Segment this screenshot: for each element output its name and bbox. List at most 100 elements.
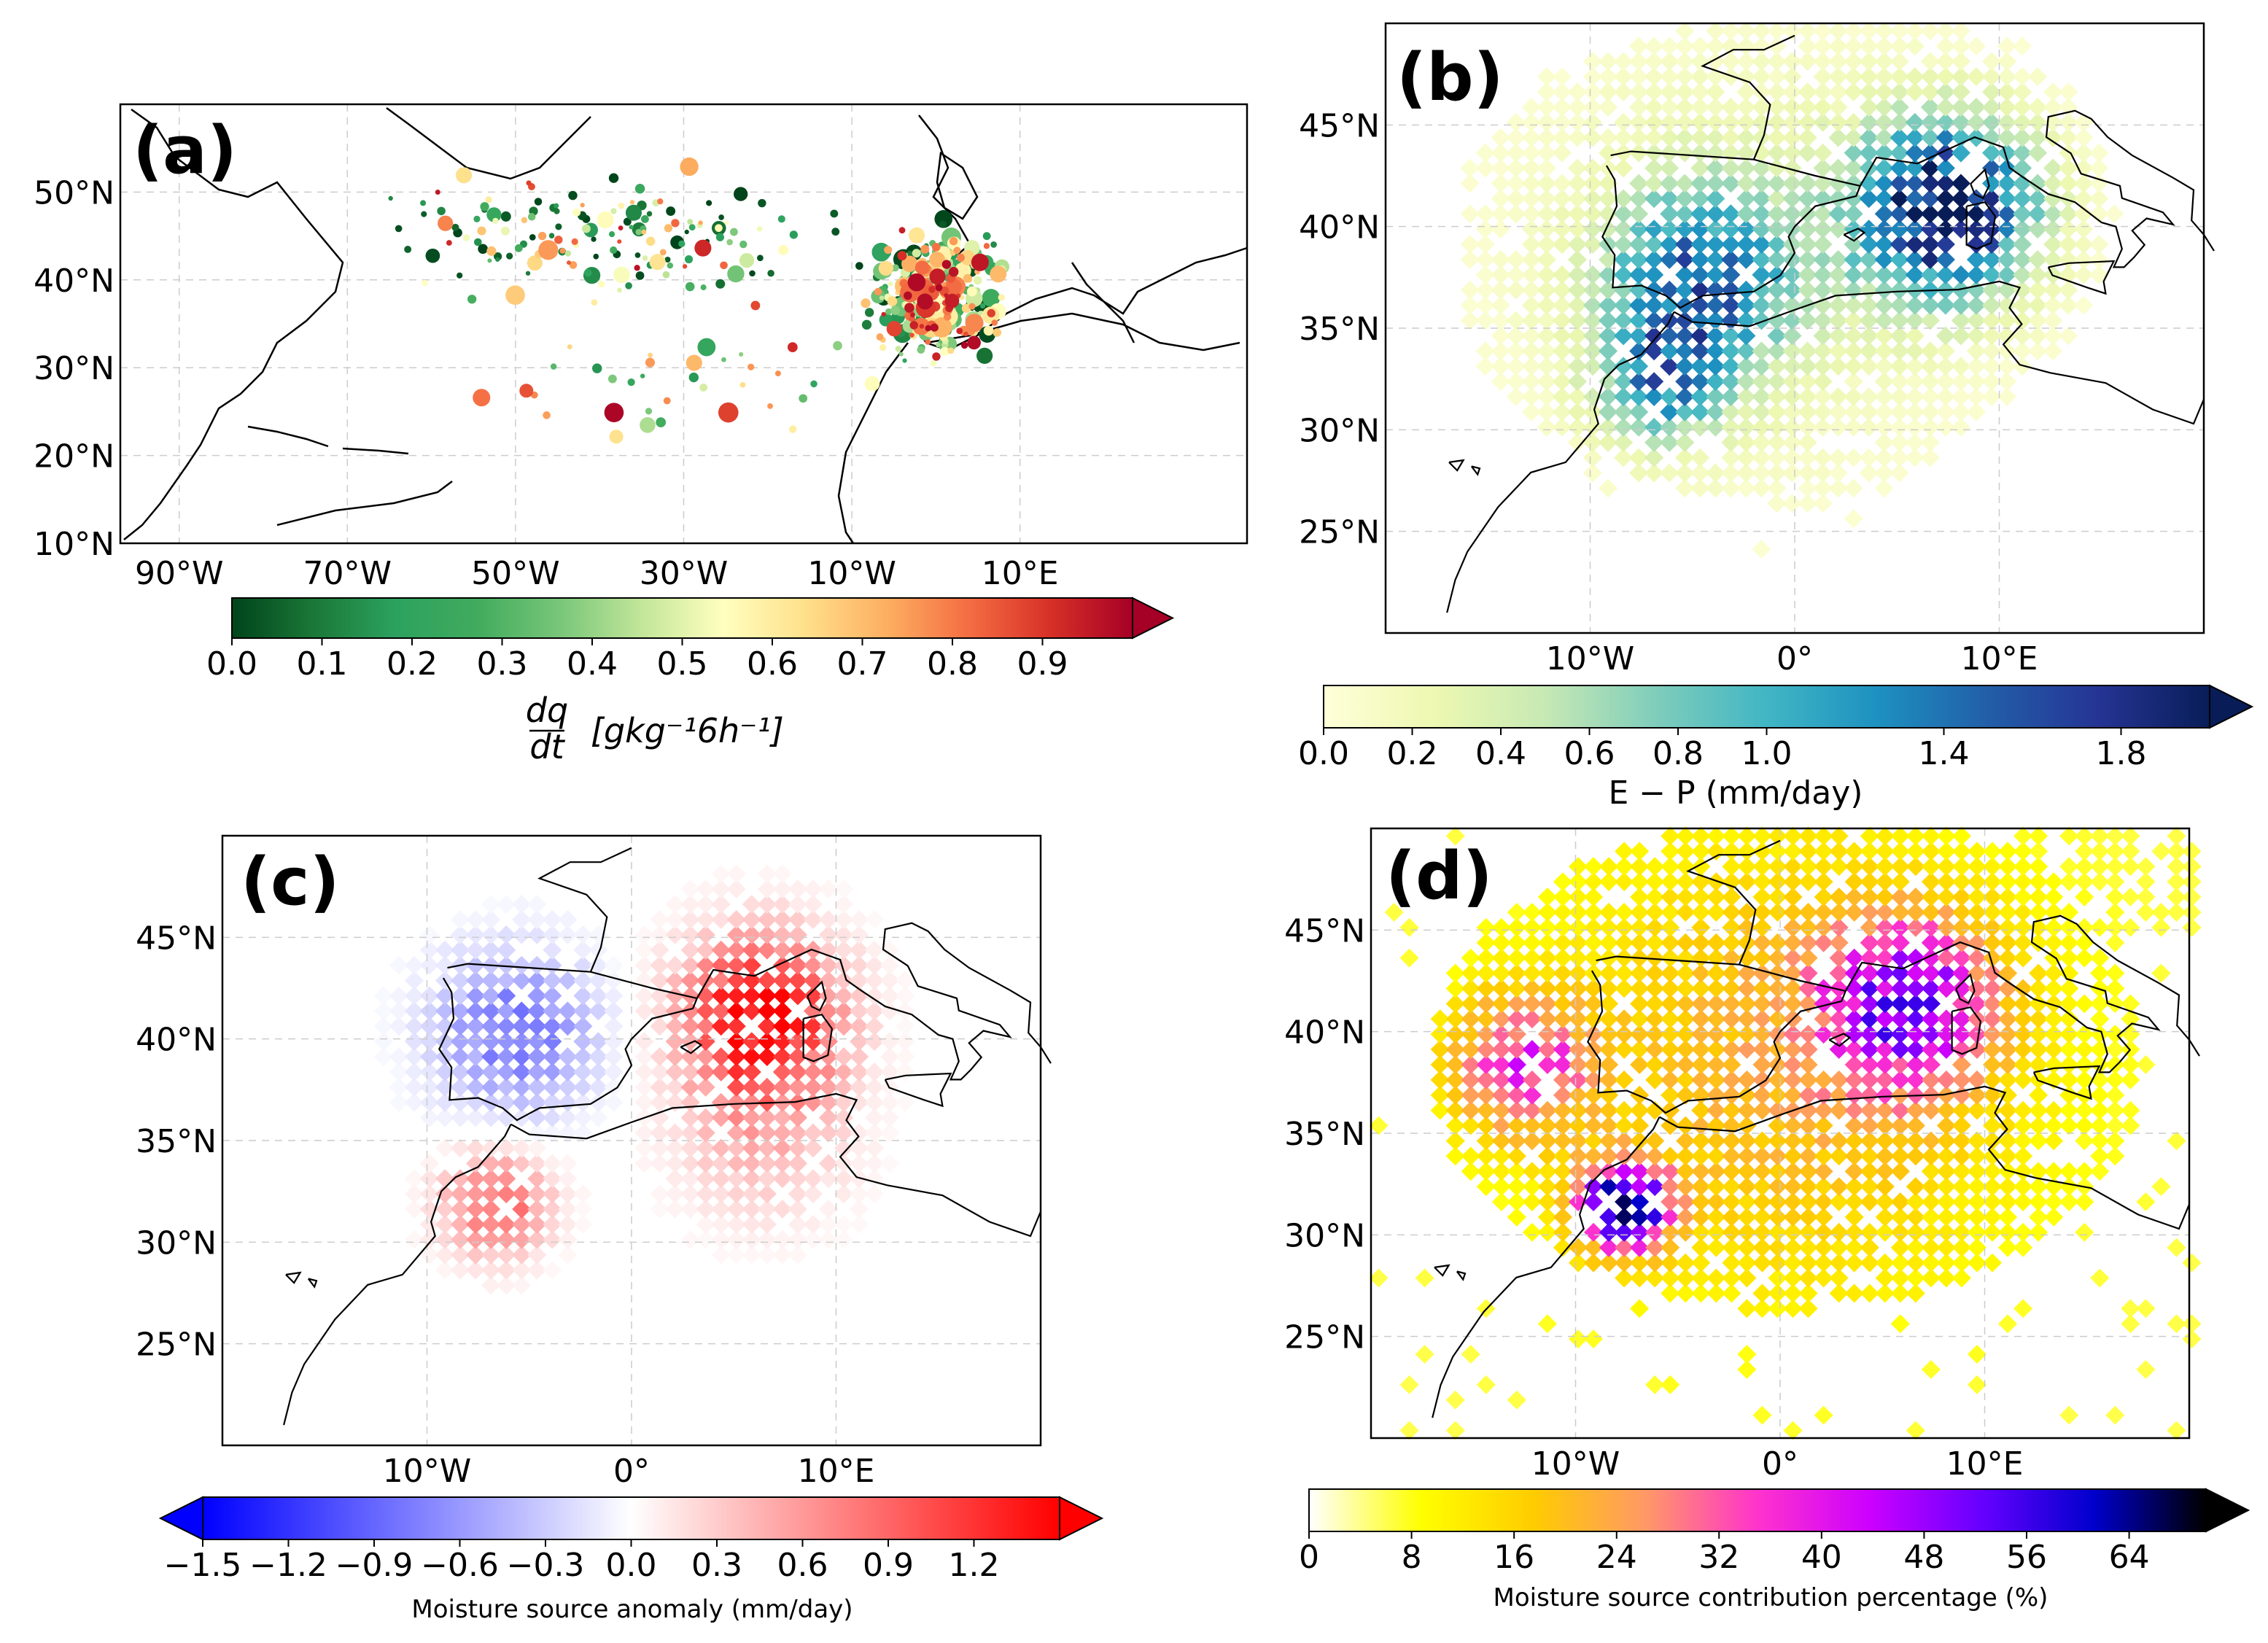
- heatmap-cell: [1660, 189, 1679, 209]
- heatmap-cell: [466, 909, 486, 929]
- heatmap-cell: [1783, 1162, 1803, 1181]
- heatmap-cell: [1461, 1054, 1480, 1074]
- heatmap-cell: [1935, 357, 1955, 376]
- heatmap-cell: [1998, 1192, 2018, 1212]
- heatmap-cell: [1890, 917, 1910, 937]
- heatmap-cell: [1982, 1070, 2003, 1089]
- heatmap-cell: [1813, 158, 1833, 178]
- heatmap-cell: [1599, 1162, 1619, 1181]
- heatmap-cell: [1629, 82, 1649, 102]
- heatmap-cell: [1829, 1146, 1849, 1166]
- heatmap-cell: [1767, 357, 1787, 376]
- heatmap-cell: [1568, 1116, 1588, 1135]
- heatmap-cell: [558, 1077, 578, 1097]
- heatmap-cell: [634, 1077, 654, 1097]
- heatmap-cell: [1981, 52, 2002, 71]
- heatmap-cell: [680, 1138, 700, 1158]
- heatmap-cell: [1737, 917, 1757, 937]
- scatter-point: [625, 204, 642, 221]
- heatmap-cell: [634, 940, 654, 960]
- heatmap-cell: [1691, 1207, 1711, 1227]
- heatmap-cell: [435, 1138, 455, 1158]
- heatmap-cell: [1767, 128, 1787, 147]
- heatmap-cell: [1475, 204, 1495, 224]
- heatmap-cell: [1706, 326, 1725, 346]
- heatmap-cell: [1599, 417, 1618, 437]
- heatmap-cell: [2044, 1207, 2064, 1227]
- heatmap-cell: [742, 909, 761, 929]
- heatmap-cell: [1905, 372, 1925, 392]
- heatmap-cell: [1890, 67, 1909, 87]
- heatmap-cell: [1599, 128, 1618, 147]
- heatmap-cell: [1567, 432, 1588, 452]
- heatmap-cell: [481, 940, 501, 960]
- heatmap-cell: [865, 1092, 885, 1112]
- heatmap-cell: [573, 955, 593, 975]
- heatmap-cell: [1890, 872, 1910, 892]
- heatmap-cell: [1721, 174, 1741, 193]
- heatmap-cell: [788, 1230, 807, 1249]
- heatmap-cell: [2013, 249, 2032, 269]
- heatmap-cell: [1813, 448, 1833, 467]
- heatmap-cell: [1752, 1025, 1772, 1044]
- heatmap-cell: [1615, 1131, 1634, 1151]
- heatmap-cell: [1752, 174, 1771, 193]
- heatmap-cell: [818, 1092, 839, 1112]
- heatmap-cell: [1706, 963, 1726, 983]
- heatmap-cell: [2029, 902, 2048, 922]
- heatmap-cell: [1552, 204, 1572, 224]
- heatmap-cell: [1629, 326, 1649, 346]
- heatmap-cell: [1690, 448, 1710, 467]
- scatter-point: [529, 233, 536, 241]
- heatmap-cell: [1966, 372, 1986, 392]
- heatmap-cell: [696, 1108, 715, 1127]
- heatmap-cell: [1844, 1100, 1864, 1120]
- heatmap-cell: [497, 1077, 516, 1097]
- heatmap-cell: [1644, 82, 1664, 102]
- scatter-point: [959, 295, 965, 300]
- panel-b: (b) 10°W 0° 10°E45°N40°N35°N30°N25°N 0.0 0.…: [1298, 21, 2254, 812]
- heatmap-cell: [1584, 1054, 1604, 1074]
- heatmap-cell: [1537, 417, 1556, 437]
- heatmap-cell: [850, 1032, 869, 1052]
- heatmap-cell: [1737, 1040, 1757, 1060]
- heatmap-cell: [1967, 1177, 1987, 1197]
- y-tick-label: 20°N: [34, 438, 114, 475]
- heatmap-cell: [1951, 174, 1970, 193]
- heatmap-cell: [1430, 1025, 1450, 1044]
- heatmap-cell: [2029, 1222, 2048, 1242]
- heatmap-cell: [1722, 902, 1741, 922]
- heatmap-cell: [2013, 189, 2032, 209]
- heatmap-cell: [1661, 1025, 1680, 1044]
- heatmap-cell: [1614, 402, 1634, 422]
- heatmap-cell: [1798, 128, 1817, 147]
- heatmap-cell: [419, 940, 440, 960]
- heatmap-cell: [1906, 1070, 1925, 1089]
- heatmap-cell: [451, 1092, 470, 1112]
- colorbar-extend-max: [1132, 597, 1175, 640]
- heatmap-cell: [1782, 341, 1802, 361]
- y-tick-label: 35°N: [1284, 1116, 1365, 1153]
- heatmap-cell: [1982, 1192, 2003, 1212]
- heatmap-cell: [2059, 933, 2079, 952]
- heatmap-cell: [1798, 494, 1817, 513]
- heatmap-cell: [1553, 1131, 1573, 1151]
- heatmap-cell: [1568, 1238, 1588, 1257]
- heatmap-cell: [1875, 1177, 1895, 1197]
- heatmap-cell: [1615, 902, 1634, 922]
- scatter-point: [718, 214, 724, 220]
- heatmap-cell: [1584, 1009, 1604, 1029]
- heatmap-cell: [680, 879, 700, 899]
- heatmap-cell: [2013, 112, 2032, 132]
- heatmap-cell: [1736, 448, 1756, 467]
- heatmap-cell: [865, 971, 885, 990]
- heatmap-cell: [1461, 1085, 1480, 1105]
- heatmap-cell: [1661, 872, 1680, 892]
- heatmap-cell: [1829, 963, 1849, 983]
- heatmap-cell: [527, 971, 547, 990]
- heatmap-cell: [2044, 1131, 2064, 1151]
- heatmap-cell: [1814, 826, 1833, 846]
- heatmap-cell: [1829, 887, 1849, 907]
- heatmap-cell: [1951, 220, 1970, 239]
- heatmap-cell: [1675, 67, 1695, 87]
